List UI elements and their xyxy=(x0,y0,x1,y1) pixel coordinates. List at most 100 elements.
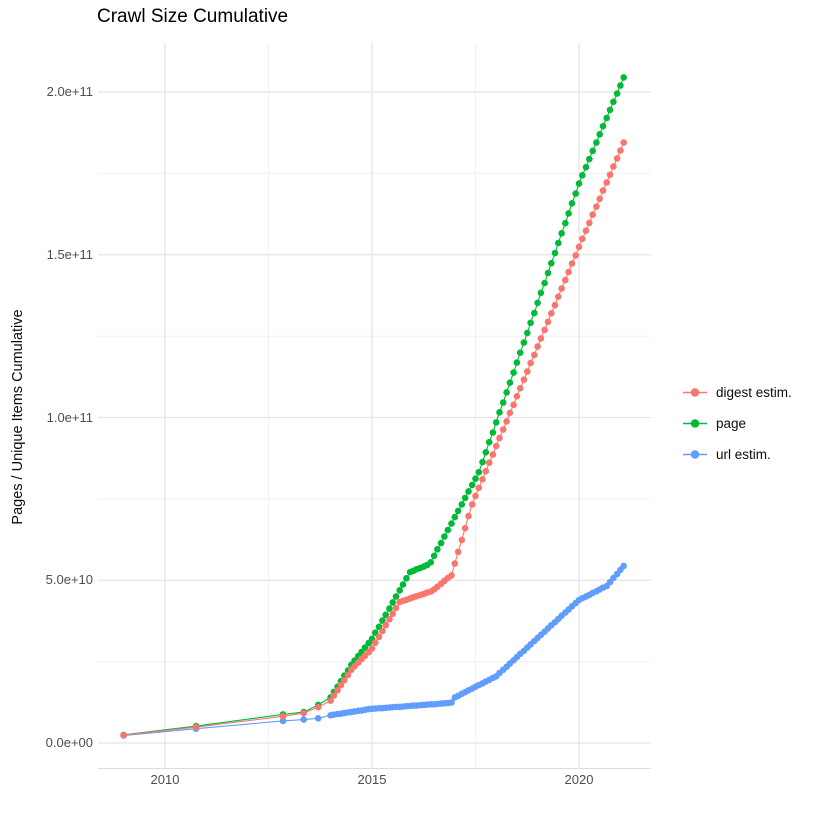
data-point xyxy=(506,379,514,387)
data-point xyxy=(461,524,469,532)
data-point xyxy=(586,219,593,227)
data-point xyxy=(589,211,596,218)
data-point xyxy=(541,326,548,334)
data-point xyxy=(586,155,593,163)
data-point xyxy=(430,552,438,560)
data-point xyxy=(451,513,459,521)
data-point xyxy=(572,252,579,259)
data-point xyxy=(534,343,541,350)
legend-label: digest estim. xyxy=(716,385,792,400)
data-point xyxy=(482,449,490,456)
data-point xyxy=(279,713,287,720)
data-point xyxy=(437,539,445,547)
data-point xyxy=(520,339,528,346)
data-point xyxy=(314,715,322,722)
data-point xyxy=(524,368,531,375)
data-point xyxy=(492,442,500,450)
data-point xyxy=(575,180,583,187)
data-point xyxy=(499,399,507,406)
legend-entry-url-estim: url estim. xyxy=(683,439,792,470)
data-point xyxy=(479,458,486,466)
data-point xyxy=(396,587,404,594)
data-point xyxy=(551,301,559,309)
data-point xyxy=(454,548,462,556)
data-point xyxy=(548,259,555,267)
data-point xyxy=(606,106,614,114)
data-point xyxy=(603,114,610,122)
gridlines-minor xyxy=(98,43,651,768)
data-point xyxy=(475,484,483,492)
data-point xyxy=(458,536,466,544)
data-point xyxy=(534,299,541,307)
data-point xyxy=(344,671,352,679)
data-point xyxy=(562,276,569,284)
data-point xyxy=(551,249,559,257)
data-point xyxy=(399,581,407,588)
legend: digest estim. page url estim. xyxy=(683,377,792,470)
data-point xyxy=(448,520,455,527)
data-point xyxy=(506,409,514,417)
chart-title: Crawl Size Cumulative xyxy=(97,6,289,27)
data-point xyxy=(427,559,435,566)
data-point xyxy=(555,293,562,301)
data-point xyxy=(510,401,517,409)
data-point xyxy=(606,171,614,178)
legend-key-icon xyxy=(683,450,707,459)
data-point xyxy=(575,243,583,251)
data-point xyxy=(613,155,621,162)
data-point xyxy=(465,488,472,495)
data-point xyxy=(482,467,490,475)
y-tick-label-1.0e+11: 1.0e+11 xyxy=(46,409,93,425)
data-point xyxy=(341,676,348,684)
data-point xyxy=(392,593,400,600)
data-point xyxy=(582,163,590,171)
data-point xyxy=(330,692,338,699)
y-tick-label-1.5e+11: 1.5e+11 xyxy=(46,246,93,262)
data-point xyxy=(589,147,596,155)
data-point xyxy=(382,621,390,629)
data-point xyxy=(579,172,586,179)
gridlines-major xyxy=(98,43,651,768)
data-point xyxy=(327,697,334,704)
data-point xyxy=(496,434,503,442)
legend-label: page xyxy=(716,416,747,431)
data-point xyxy=(389,599,397,606)
y-tick-label-2.0e+11: 2.0e+11 xyxy=(46,84,93,99)
data-point xyxy=(382,611,390,619)
data-point xyxy=(499,426,507,433)
data-point xyxy=(527,319,534,327)
data-point xyxy=(454,507,462,515)
data-point xyxy=(620,562,627,570)
data-point xyxy=(441,533,448,540)
legend-entry-page: page xyxy=(683,408,792,439)
series-digest-estim xyxy=(120,139,627,739)
data-point xyxy=(531,309,538,317)
data-point xyxy=(375,633,383,641)
data-point xyxy=(572,190,579,197)
data-point xyxy=(503,389,510,396)
data-point xyxy=(620,139,627,146)
data-point xyxy=(568,260,576,267)
data-point xyxy=(444,526,452,534)
data-point xyxy=(555,239,562,247)
x-tick-label-2015: 2015 xyxy=(357,772,387,787)
data-point xyxy=(489,429,497,436)
data-point xyxy=(485,459,493,467)
data-point xyxy=(475,468,483,476)
data-point xyxy=(434,546,441,553)
data-point xyxy=(620,74,627,81)
data-point xyxy=(379,617,386,624)
data-point xyxy=(520,376,528,384)
data-point xyxy=(537,289,545,297)
legend-key-icon xyxy=(683,388,707,397)
data-point xyxy=(300,716,308,723)
data-point xyxy=(361,644,369,651)
data-point xyxy=(524,329,531,337)
data-point xyxy=(386,605,393,612)
data-point xyxy=(472,475,479,483)
data-point xyxy=(568,200,576,207)
data-point xyxy=(596,131,603,138)
data-point xyxy=(403,575,410,582)
